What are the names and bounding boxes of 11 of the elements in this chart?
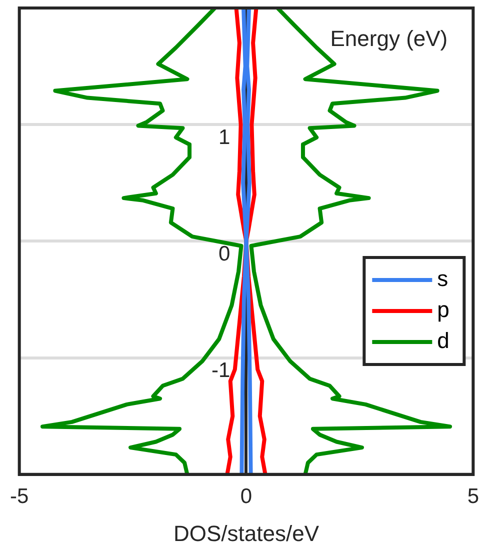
x-tick-label: 5 [467,484,480,508]
legend-label: s [437,266,448,292]
x-tick-label: 0 [240,484,252,508]
legend-label: p [437,297,450,322]
y-axis-title: Energy (eV) [330,26,448,52]
x-tick-label: -5 [10,484,29,508]
x-axis-title: DOS/states/eV [173,520,320,546]
legend-label: d [437,328,450,354]
y-tick-label: 1 [218,126,230,149]
y-tick-label: 0 [218,242,230,266]
y-tick-label: -1 [212,359,230,382]
